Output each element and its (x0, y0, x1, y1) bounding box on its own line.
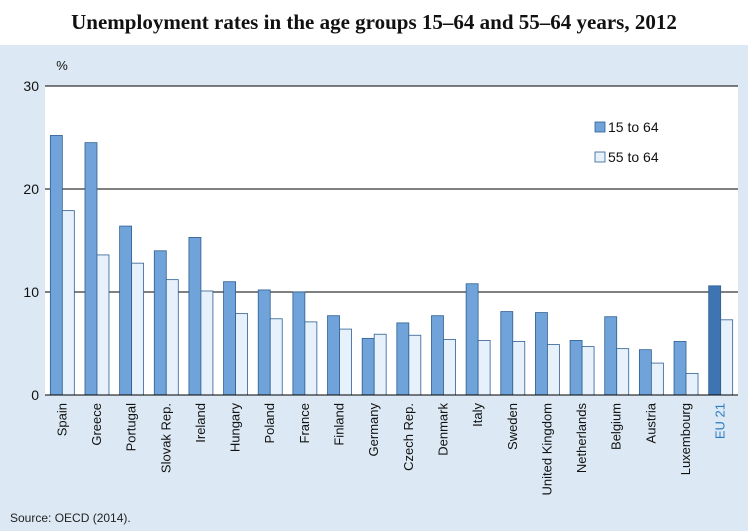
bar-55-64 (165, 279, 179, 396)
bar-55-64 (408, 334, 422, 396)
bar-15-64 (327, 315, 340, 396)
bar-15-64 (153, 250, 167, 396)
bar-chart: 0 10 20 30% Spain Greece Portugal Slovak Rep. Ir… (23, 58, 738, 496)
bar-15-64 (84, 142, 98, 396)
bar-15-64 (569, 340, 583, 396)
chart-title: Unemployment rates in the age groups 15–… (0, 0, 748, 45)
x-tick-label: Italy (470, 403, 485, 427)
y-tick-label: 20 (23, 181, 39, 197)
legend-label: 15 to 64 (608, 119, 659, 135)
x-tick-label: Germany (366, 403, 381, 457)
bar-15-64 (257, 289, 271, 396)
bar-55-64 (61, 210, 75, 396)
x-tick-label: Portugal (124, 403, 139, 452)
bar-15-64 (708, 285, 722, 396)
y-tick-label: 10 (23, 284, 39, 300)
bar-55-64 (235, 313, 248, 396)
bar-55-64 (96, 254, 110, 396)
bar-15-64 (396, 322, 410, 396)
bar-55-64 (685, 372, 699, 396)
x-tick-label: United Kingdom (539, 403, 554, 496)
bar-55-64 (339, 328, 352, 396)
bar-55-64 (512, 341, 526, 396)
x-tick-label: Greece (89, 403, 104, 446)
source-note: Source: OECD (2014). (10, 511, 131, 525)
bar-15-64 (604, 316, 618, 396)
bar-15-64 (49, 135, 63, 396)
x-tick-label: Spain (54, 403, 69, 436)
x-tick-label: Luxembourg (678, 403, 693, 475)
bar-15-64 (223, 281, 236, 396)
x-tick-label: Austria (643, 402, 658, 443)
x-tick-label: Czech Rep. (401, 403, 416, 471)
bar-15-64 (500, 311, 514, 396)
bar-15-64 (292, 291, 306, 396)
bar-55-64 (200, 290, 214, 396)
x-tick-label: Sweden (505, 403, 520, 450)
y-axis-label: % (56, 58, 68, 73)
bar-15-64 (638, 349, 652, 396)
bar-15-64 (119, 225, 133, 396)
bar-15-64 (361, 337, 375, 396)
x-tick-label: Finland (332, 403, 347, 446)
legend-swatch (594, 121, 606, 133)
x-tick-label: Netherlands (574, 403, 589, 474)
bar-55-64 (269, 318, 283, 396)
bar-55-64 (547, 344, 560, 396)
x-tick-label: Poland (262, 403, 277, 443)
bar-55-64 (581, 346, 595, 396)
x-tick-label: Belgium (609, 403, 624, 450)
legend-swatch (594, 151, 606, 163)
x-tick-label: France (297, 403, 312, 443)
bar-55-64 (616, 348, 630, 396)
x-tick-label: EU 21 (713, 403, 728, 439)
bar-55-64 (443, 338, 456, 396)
y-tick-label: 30 (23, 78, 39, 94)
bar-55-64 (304, 321, 318, 396)
bar-55-64 (131, 262, 145, 396)
bar-15-64 (673, 341, 687, 396)
bar-55-64 (650, 362, 664, 396)
x-tick-label: Ireland (193, 403, 208, 443)
x-tick-label: Slovak Rep. (158, 403, 173, 473)
legend-label: 55 to 64 (608, 149, 659, 165)
bar-15-64 (188, 237, 202, 396)
x-tick-label: Denmark (435, 403, 450, 456)
bar-55-64 (373, 333, 387, 396)
bar-55-64 (477, 340, 491, 396)
bar-55-64 (720, 319, 734, 396)
bar-15-64 (535, 312, 548, 396)
x-tick-label: Hungary (228, 403, 243, 453)
y-tick-label: 0 (31, 387, 39, 403)
bar-15-64 (431, 315, 444, 396)
bar-15-64 (465, 283, 479, 396)
